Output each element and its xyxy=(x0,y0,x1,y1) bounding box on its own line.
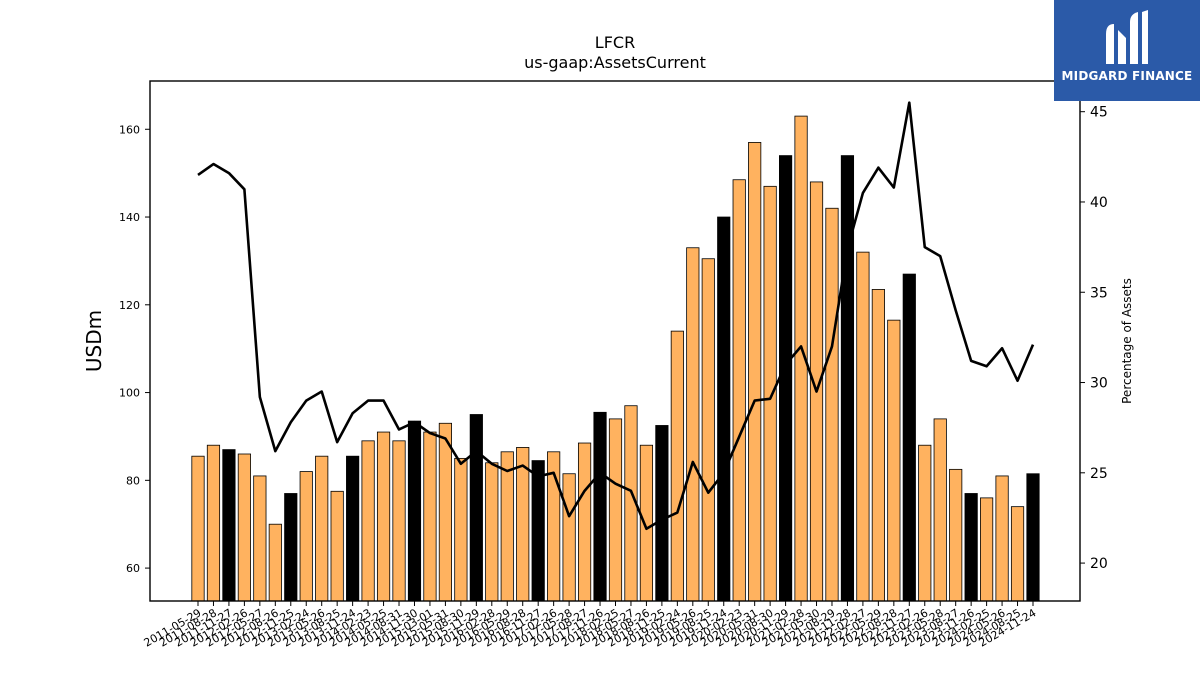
bar xyxy=(717,216,731,602)
bar xyxy=(237,453,251,602)
logo-text: MIDGARD FINANCE xyxy=(1061,69,1193,83)
y-tick-label: 160 xyxy=(119,123,140,136)
y2-tick-label: 30 xyxy=(1090,376,1108,392)
bar xyxy=(191,455,205,602)
y-tick-label: 140 xyxy=(119,211,140,224)
bar xyxy=(376,431,391,602)
bar xyxy=(871,289,885,602)
bar xyxy=(856,251,870,602)
bar xyxy=(315,455,329,602)
bar xyxy=(438,422,452,602)
bar xyxy=(1010,506,1025,602)
bar xyxy=(779,155,793,602)
y2-axis-ticks: 20 25 30 35 40 45 xyxy=(1080,105,1108,572)
bar xyxy=(423,431,437,602)
y2-tick-label: 25 xyxy=(1090,466,1108,482)
bar xyxy=(222,449,236,602)
bar xyxy=(562,473,576,602)
x-axis-ticks: 2011-05-292011-08-282011-11-272012-02-26… xyxy=(142,601,1039,650)
bar xyxy=(346,455,360,602)
bar xyxy=(686,247,700,602)
bar xyxy=(825,207,839,602)
y2-tick-label: 45 xyxy=(1090,105,1108,121)
bar xyxy=(454,457,468,602)
bar xyxy=(902,273,916,602)
bar xyxy=(763,185,777,602)
logo: MIDGARD FINANCE xyxy=(1054,0,1200,101)
bar xyxy=(980,497,994,602)
bar xyxy=(361,440,375,602)
y-tick-label: 60 xyxy=(126,562,140,575)
bar xyxy=(407,420,422,602)
bar xyxy=(268,523,282,602)
bar xyxy=(330,490,344,602)
bar xyxy=(670,330,684,602)
percentage-line xyxy=(197,101,1035,531)
bar xyxy=(516,447,530,602)
bar xyxy=(995,475,1009,602)
bar xyxy=(887,319,901,602)
bar xyxy=(299,471,313,602)
bar xyxy=(284,493,298,602)
y2-tick-label: 40 xyxy=(1090,195,1108,211)
bar xyxy=(253,475,267,602)
bar xyxy=(608,418,623,602)
bar-series xyxy=(191,115,1040,602)
bar xyxy=(577,442,592,602)
y-tick-label: 100 xyxy=(119,387,140,400)
bar xyxy=(655,425,669,602)
y2-tick-label: 20 xyxy=(1090,556,1108,572)
bar xyxy=(732,179,746,602)
bar xyxy=(840,155,855,602)
y-axis-ticks: 60 80 100 120 140 160 xyxy=(119,123,150,575)
y-tick-label: 120 xyxy=(119,299,140,312)
y2-axis-label: Percentage of Assets xyxy=(1120,278,1134,404)
logo-mark-icon xyxy=(1106,10,1148,64)
bar xyxy=(701,258,715,602)
bar xyxy=(964,493,978,602)
bar xyxy=(485,462,499,602)
bar xyxy=(392,440,406,602)
bar xyxy=(748,142,762,602)
bar xyxy=(206,444,221,602)
y2-tick-label: 35 xyxy=(1090,285,1108,301)
bar xyxy=(918,444,932,602)
bar xyxy=(469,414,483,602)
bar xyxy=(1026,473,1040,602)
bar xyxy=(933,418,947,602)
bar xyxy=(639,444,654,602)
y-tick-label: 80 xyxy=(126,474,140,487)
y-axis-label: USDm xyxy=(82,310,106,372)
chart-title: LFCR xyxy=(595,33,635,52)
chart-subtitle: us-gaap:AssetsCurrent xyxy=(524,53,706,72)
bar xyxy=(593,411,607,602)
bar xyxy=(531,460,545,602)
bar xyxy=(500,451,514,602)
bar xyxy=(949,468,963,602)
